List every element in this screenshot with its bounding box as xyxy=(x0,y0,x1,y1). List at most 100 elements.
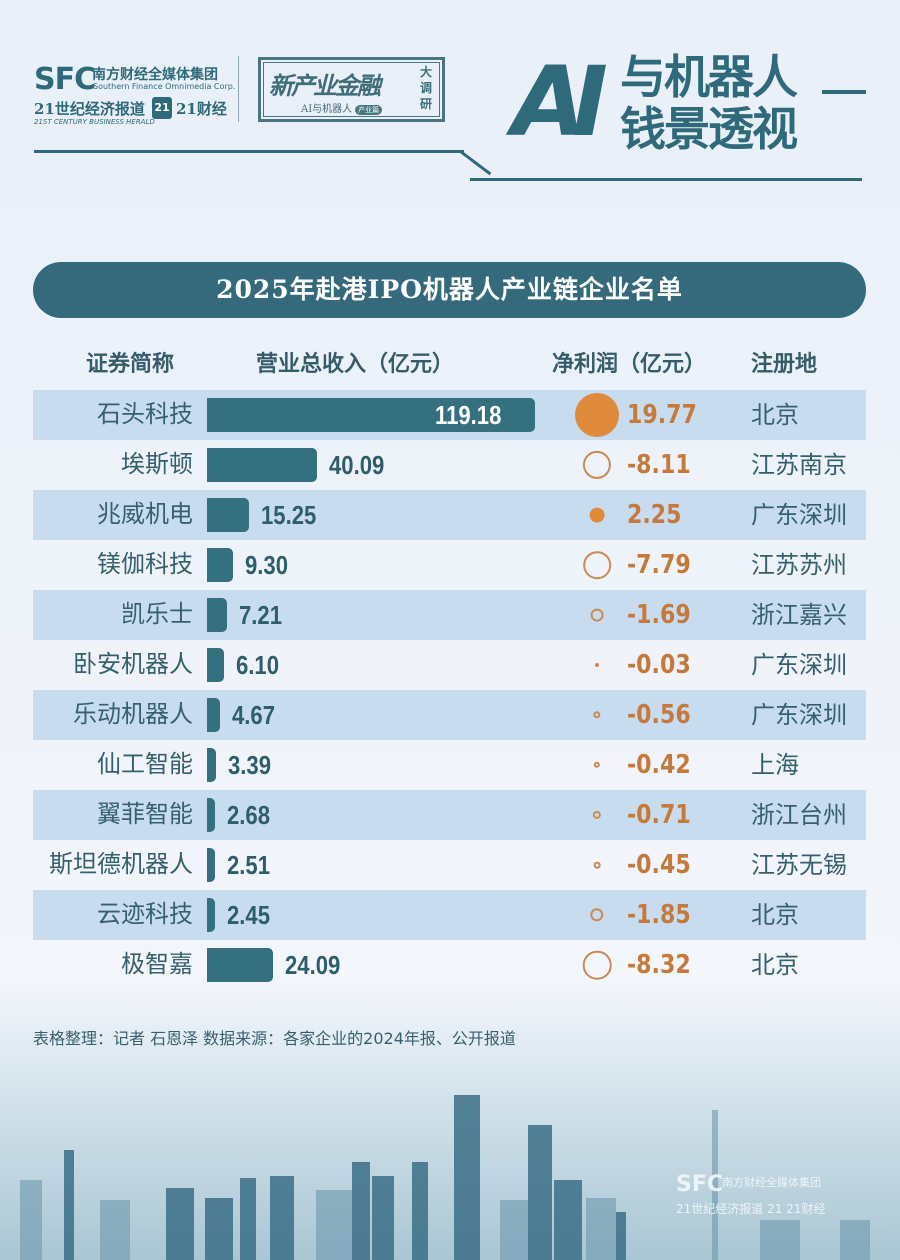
revenue-bar xyxy=(207,448,318,482)
revenue-bar xyxy=(207,798,215,832)
profit-value: -1.85 xyxy=(627,900,691,930)
headline-line2: 钱景透视 xyxy=(620,102,798,156)
revenue-value: 6.10 xyxy=(235,650,279,680)
footer-watermark: SFC 南方财经全媒体集团 21世纪经济报道 21 21财经 xyxy=(676,1172,825,1216)
revenue-value: 2.45 xyxy=(227,900,271,930)
table-row: 镁伽科技 9.30 -7.79 江苏苏州 xyxy=(33,540,866,590)
company-name: 极智嘉 xyxy=(121,950,193,978)
sfc-logo: SFC xyxy=(34,62,96,97)
revenue-bar xyxy=(207,498,249,532)
table-row: 翼菲智能 2.68 -0.71 浙江台州 xyxy=(33,790,866,840)
revenue-value: 15.25 xyxy=(260,500,317,530)
table-row: 斯坦德机器人 2.51 -0.45 江苏无锡 xyxy=(33,840,866,890)
company-name: 镁伽科技 xyxy=(97,550,193,578)
profit-value: 2.25 xyxy=(627,500,682,530)
city-skyline-image xyxy=(0,1090,900,1260)
header-rule-right xyxy=(470,178,862,181)
source-note: 表格整理：记者 石恩泽 数据来源：各家企业的2024年报、公开报道 xyxy=(33,1029,516,1048)
profit-bubble xyxy=(595,663,599,667)
location: 浙江台州 xyxy=(751,801,847,829)
wm-logo: SFC xyxy=(676,1172,724,1197)
location: 江苏苏州 xyxy=(751,551,847,579)
company-name: 兆威机电 xyxy=(97,500,193,528)
table-row: 卧安机器人 6.10 -0.03 广东深圳 xyxy=(33,640,866,690)
company-table: 石头科技 119.18 19.77 北京 埃斯顿 40.09 -8.11 江苏南京 兆威机电 15… xyxy=(33,390,866,990)
21caijing-name: 21财经 xyxy=(176,100,227,118)
profit-value: -8.32 xyxy=(627,950,691,980)
table-row: 兆威机电 15.25 2.25 广东深圳 xyxy=(33,490,866,540)
profit-value: -7.79 xyxy=(627,550,691,580)
header-rule-left xyxy=(34,150,464,153)
company-name: 卧安机器人 xyxy=(73,650,193,678)
cbh-name-cn: 21世纪经济报道 xyxy=(34,100,145,118)
profit-value: -1.69 xyxy=(627,600,691,630)
company-name: 翼菲智能 xyxy=(97,800,193,828)
wm-name: 南方财经全媒体集团 xyxy=(722,1176,821,1189)
revenue-bar xyxy=(207,848,215,882)
company-name: 埃斯顿 xyxy=(121,450,193,478)
col-header-name: 证券简称 xyxy=(86,352,175,377)
table-row: 埃斯顿 40.09 -8.11 江苏南京 xyxy=(33,440,866,490)
table-row: 石头科技 119.18 19.77 北京 xyxy=(33,390,866,440)
col-header-profit: 净利润（亿元） xyxy=(552,352,707,377)
stamp-main: 新产业金融 xyxy=(269,71,381,100)
profit-value: -0.45 xyxy=(627,850,691,880)
profit-value: -0.03 xyxy=(627,650,691,680)
location: 北京 xyxy=(751,401,799,429)
profit-bubble xyxy=(593,761,601,769)
header-divider xyxy=(238,56,239,122)
company-name: 仙工智能 xyxy=(97,750,193,778)
revenue-bar xyxy=(207,548,233,582)
revenue-bar xyxy=(207,398,535,432)
revenue-value: 3.39 xyxy=(228,750,272,780)
profit-bubble xyxy=(592,810,602,820)
table-row: 凯乐士 7.21 -1.69 浙江嘉兴 xyxy=(33,590,866,640)
profit-value: 19.77 xyxy=(627,400,697,430)
profit-bubble xyxy=(582,450,612,480)
sfc-name-en: Southern Finance Omnimedia Corp. xyxy=(93,82,236,91)
revenue-value: 7.21 xyxy=(238,600,282,630)
table-row: 仙工智能 3.39 -0.42 上海 xyxy=(33,740,866,790)
profit-value: -0.42 xyxy=(627,750,691,780)
headline-line1: 与机器人 xyxy=(620,50,798,104)
cbh-name-en: 21ST CENTURY BUSINESS HERALD xyxy=(34,118,155,126)
stamp-sub-text: AI与机器人 xyxy=(301,104,353,115)
header-rule-diagonal xyxy=(459,150,492,176)
revenue-value: 2.51 xyxy=(227,850,271,880)
company-name: 凯乐士 xyxy=(121,600,193,628)
location: 广东深圳 xyxy=(751,501,847,529)
revenue-value: 40.09 xyxy=(329,450,385,480)
profit-bubble xyxy=(583,551,611,579)
research-stamp: 新产业金融 大调研 AI与机器人 产业篇 xyxy=(258,57,445,122)
table-row: 极智嘉 24.09 -8.32 北京 xyxy=(33,940,866,990)
revenue-bar xyxy=(207,898,215,932)
company-name: 乐动机器人 xyxy=(73,700,193,728)
revenue-bar xyxy=(207,948,274,982)
header: SFC 南方财经全媒体集团 Southern Finance Omnimedia… xyxy=(0,0,900,200)
revenue-bar xyxy=(207,598,227,632)
revenue-bar xyxy=(207,648,224,682)
revenue-value: 4.67 xyxy=(231,700,275,730)
revenue-value: 24.09 xyxy=(285,950,341,980)
headline-ai: AI xyxy=(512,46,608,158)
stamp-sub: AI与机器人 产业篇 xyxy=(301,100,383,115)
table-row: 云迹科技 2.45 -1.85 北京 xyxy=(33,890,866,940)
profit-value: -0.56 xyxy=(627,700,691,730)
profit-bubble xyxy=(590,608,604,622)
headline-dash xyxy=(822,90,866,94)
revenue-value: 2.68 xyxy=(227,800,271,830)
wm-sub: 21世纪经济报道 21 21财经 xyxy=(676,1202,826,1216)
location: 上海 xyxy=(751,751,799,779)
location: 江苏南京 xyxy=(751,451,847,479)
profit-bubble xyxy=(593,711,601,719)
revenue-bar xyxy=(207,748,217,782)
location: 北京 xyxy=(751,901,799,929)
profit-value: -8.11 xyxy=(627,450,691,480)
location: 广东深圳 xyxy=(751,701,847,729)
stamp-pill: 产业篇 xyxy=(355,105,383,115)
revenue-value: 9.30 xyxy=(244,550,288,580)
location: 江苏无锡 xyxy=(751,851,847,879)
table-row: 乐动机器人 4.67 -0.56 广东深圳 xyxy=(33,690,866,740)
location: 北京 xyxy=(751,951,799,979)
profit-bubble xyxy=(575,393,619,437)
